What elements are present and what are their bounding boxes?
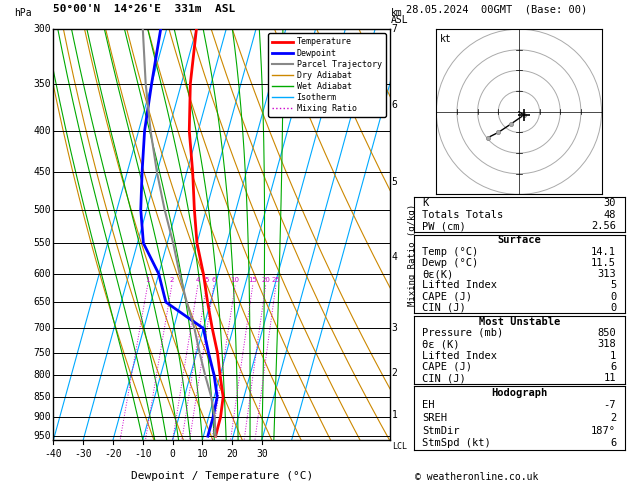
- Text: 15: 15: [248, 278, 257, 283]
- Text: 5: 5: [392, 176, 398, 187]
- Text: 2: 2: [610, 413, 616, 423]
- Text: Pressure (mb): Pressure (mb): [422, 328, 504, 338]
- Text: Totals Totals: Totals Totals: [422, 210, 504, 220]
- Text: 4: 4: [196, 278, 200, 283]
- Text: 900: 900: [33, 412, 51, 422]
- Text: 4: 4: [392, 252, 398, 262]
- Text: SREH: SREH: [422, 413, 447, 423]
- Text: 5: 5: [610, 280, 616, 290]
- Text: StmDir: StmDir: [422, 426, 460, 435]
- Text: 1: 1: [392, 410, 398, 420]
- Text: 350: 350: [33, 79, 51, 88]
- Text: 50°00'N  14°26'E  331m  ASL: 50°00'N 14°26'E 331m ASL: [53, 4, 236, 14]
- Text: 800: 800: [33, 370, 51, 381]
- Text: 300: 300: [33, 24, 51, 34]
- Text: 500: 500: [33, 205, 51, 214]
- Text: 600: 600: [33, 269, 51, 279]
- Text: 20: 20: [226, 449, 238, 459]
- Text: 6: 6: [211, 278, 216, 283]
- Text: -7: -7: [604, 400, 616, 410]
- Text: 6: 6: [610, 362, 616, 372]
- Text: 2: 2: [392, 368, 398, 378]
- Text: Hodograph: Hodograph: [491, 388, 547, 398]
- Text: 400: 400: [33, 126, 51, 136]
- Text: CAPE (J): CAPE (J): [422, 292, 472, 302]
- Text: 850: 850: [33, 392, 51, 402]
- Text: 2.56: 2.56: [591, 222, 616, 231]
- Text: 0: 0: [610, 303, 616, 313]
- Text: -20: -20: [104, 449, 122, 459]
- Text: 20: 20: [261, 278, 270, 283]
- Text: 5: 5: [204, 278, 209, 283]
- Text: 11.5: 11.5: [591, 258, 616, 268]
- Text: 6: 6: [392, 100, 398, 110]
- Text: © weatheronline.co.uk: © weatheronline.co.uk: [415, 472, 538, 482]
- Text: 48: 48: [604, 210, 616, 220]
- Text: Most Unstable: Most Unstable: [479, 316, 560, 327]
- Text: 850: 850: [598, 328, 616, 338]
- Text: Dewp (°C): Dewp (°C): [422, 258, 479, 268]
- Text: 1: 1: [145, 278, 150, 283]
- Text: hPa: hPa: [14, 8, 31, 17]
- Text: LCL: LCL: [392, 442, 407, 451]
- Text: θε(K): θε(K): [422, 269, 454, 279]
- Text: 2: 2: [170, 278, 174, 283]
- Text: Lifted Index: Lifted Index: [422, 280, 498, 290]
- Text: 6: 6: [610, 438, 616, 448]
- Text: km: km: [391, 8, 403, 17]
- Text: kt: kt: [440, 34, 452, 44]
- Text: 3: 3: [392, 323, 398, 333]
- Text: -40: -40: [45, 449, 62, 459]
- Text: 318: 318: [598, 339, 616, 349]
- Text: 1: 1: [610, 350, 616, 361]
- Text: Temp (°C): Temp (°C): [422, 246, 479, 257]
- Text: CAPE (J): CAPE (J): [422, 362, 472, 372]
- Text: EH: EH: [422, 400, 435, 410]
- Legend: Temperature, Dewpoint, Parcel Trajectory, Dry Adiabat, Wet Adiabat, Isotherm, Mi: Temperature, Dewpoint, Parcel Trajectory…: [269, 34, 386, 117]
- Text: -10: -10: [134, 449, 152, 459]
- Text: 700: 700: [33, 323, 51, 333]
- Text: CIN (J): CIN (J): [422, 373, 466, 383]
- Text: -30: -30: [74, 449, 92, 459]
- Text: 14.1: 14.1: [591, 246, 616, 257]
- Text: K: K: [422, 198, 428, 208]
- Text: StmSpd (kt): StmSpd (kt): [422, 438, 491, 448]
- Text: 313: 313: [598, 269, 616, 279]
- Text: 0: 0: [610, 292, 616, 302]
- Text: θε (K): θε (K): [422, 339, 460, 349]
- Text: 650: 650: [33, 297, 51, 307]
- Text: 750: 750: [33, 347, 51, 358]
- Text: Surface: Surface: [498, 235, 541, 245]
- Text: Dewpoint / Temperature (°C): Dewpoint / Temperature (°C): [131, 470, 313, 481]
- Text: 7: 7: [392, 24, 398, 34]
- Text: 25: 25: [272, 278, 281, 283]
- Text: 10: 10: [196, 449, 208, 459]
- Text: ASL: ASL: [391, 16, 409, 25]
- Text: 187°: 187°: [591, 426, 616, 435]
- Text: 550: 550: [33, 238, 51, 248]
- Text: 450: 450: [33, 167, 51, 177]
- Text: Mixing Ratio (g/kg): Mixing Ratio (g/kg): [408, 204, 418, 306]
- Text: 11: 11: [604, 373, 616, 383]
- Text: 0: 0: [170, 449, 175, 459]
- Text: 28.05.2024  00GMT  (Base: 00): 28.05.2024 00GMT (Base: 00): [406, 4, 587, 14]
- Text: 950: 950: [33, 431, 51, 441]
- Text: PW (cm): PW (cm): [422, 222, 466, 231]
- Text: 30: 30: [604, 198, 616, 208]
- Text: Lifted Index: Lifted Index: [422, 350, 498, 361]
- Text: CIN (J): CIN (J): [422, 303, 466, 313]
- Text: 30: 30: [256, 449, 268, 459]
- Text: 10: 10: [231, 278, 240, 283]
